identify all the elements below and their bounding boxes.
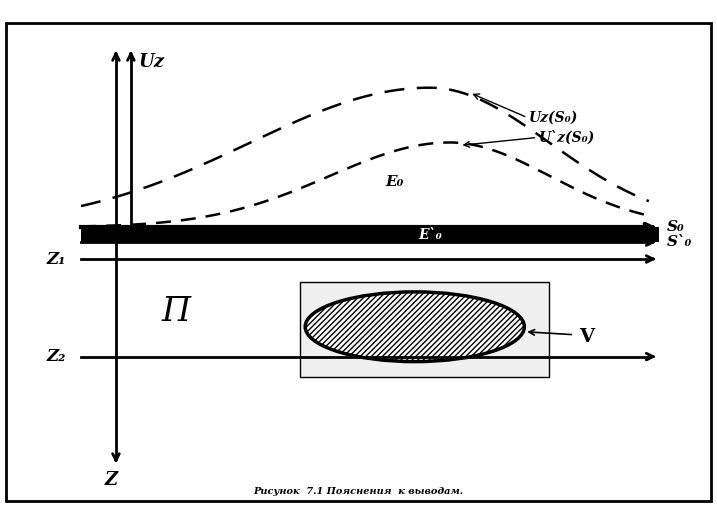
Text: Uz: Uz — [139, 53, 165, 71]
Bar — [81, 227, 659, 242]
Text: Z₁: Z₁ — [47, 250, 66, 268]
Text: Z₂: Z₂ — [47, 348, 66, 365]
Text: S`₀: S`₀ — [667, 235, 692, 249]
Text: Uz(S₀): Uz(S₀) — [529, 111, 579, 125]
Text: U`z(S₀): U`z(S₀) — [539, 130, 596, 145]
Text: Рисунок  7.1 Пояснения  к выводам.: Рисунок 7.1 Пояснения к выводам. — [253, 487, 464, 496]
Text: V: V — [579, 328, 594, 346]
Text: S₀: S₀ — [667, 220, 685, 234]
Ellipse shape — [305, 292, 524, 362]
Text: E`₀: E`₀ — [418, 228, 442, 242]
Text: Π: Π — [161, 296, 190, 328]
Text: Z: Z — [105, 471, 118, 489]
Text: E₀: E₀ — [386, 176, 404, 189]
Bar — [300, 282, 549, 377]
